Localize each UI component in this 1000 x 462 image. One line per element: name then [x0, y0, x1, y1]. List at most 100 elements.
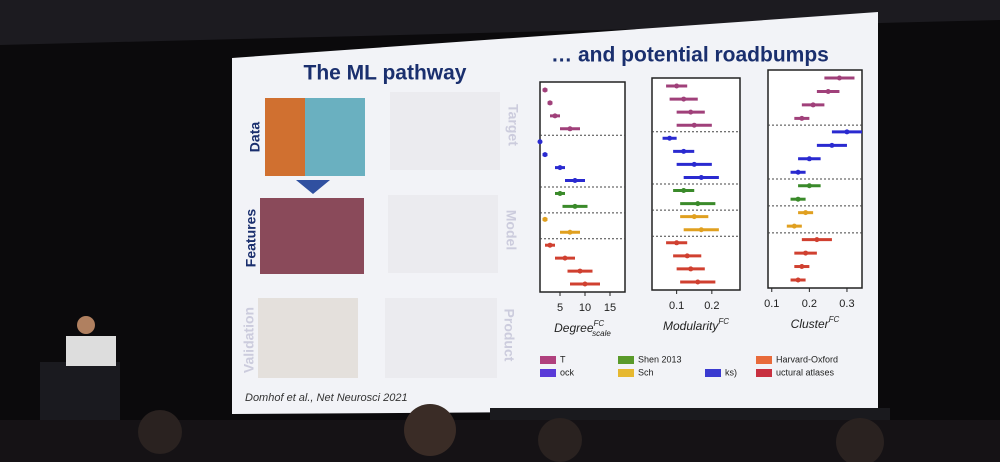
audience-head: [538, 418, 582, 462]
point: [681, 148, 687, 154]
row-label: Data: [247, 122, 263, 153]
point: [795, 277, 801, 283]
point: [542, 87, 548, 93]
point: [567, 126, 573, 132]
x-axis-title: ModularityFC: [663, 317, 729, 333]
point: [542, 216, 548, 222]
point: [695, 279, 701, 285]
point: [806, 183, 812, 189]
point: [542, 152, 548, 158]
x-tick-label: 0.1: [669, 300, 684, 312]
x-tick-label: 0.1: [764, 298, 779, 310]
x-tick-label: 0.2: [704, 300, 719, 312]
faded-image: [385, 298, 497, 378]
point: [572, 203, 578, 209]
speaker: [66, 336, 116, 366]
x-axis-title: ClusterFC: [791, 315, 840, 331]
point: [799, 115, 805, 121]
legend-swatch: [618, 369, 634, 377]
x-tick-label: 0.3: [839, 298, 854, 310]
point: [674, 83, 680, 89]
legend-label: uctural atlases: [776, 367, 835, 377]
axis-title-sup: FC: [718, 317, 729, 326]
legend-label: Sch: [638, 367, 654, 377]
legend-label: ks): [725, 367, 737, 377]
plot-frame: [767, 69, 863, 289]
audience-head: [836, 418, 884, 462]
point: [557, 165, 563, 171]
point: [547, 242, 553, 248]
point: [552, 113, 558, 119]
point: [844, 129, 850, 135]
point: [691, 161, 697, 167]
point: [691, 122, 697, 128]
point: [667, 135, 673, 141]
point: [795, 169, 801, 175]
slide-title: The ML pathway: [304, 62, 467, 85]
legend-swatch: [756, 369, 772, 377]
slide-title: … and potential roadbumps: [551, 44, 829, 67]
point: [557, 190, 563, 196]
validation-image: [258, 298, 358, 378]
legend-label: ock: [560, 367, 575, 377]
x-axis-title: DegreeFC scale: [554, 319, 611, 338]
legend-label: Harvard-Oxford: [776, 354, 838, 364]
col-label: Target: [505, 104, 521, 146]
axis-title-text: Cluster: [791, 317, 830, 331]
point: [803, 210, 809, 216]
audience-head: [138, 410, 182, 454]
point: [567, 229, 573, 235]
point: [791, 223, 797, 229]
point: [684, 253, 690, 259]
ceiling: [0, 0, 1000, 45]
point: [825, 88, 831, 94]
arrow: [296, 180, 330, 194]
legend-swatch: [540, 369, 556, 377]
point: [695, 201, 701, 207]
axis-title-sub: scale: [592, 329, 611, 338]
point: [698, 227, 704, 233]
axis-title-sup: FC: [829, 315, 840, 324]
legend-swatch: [756, 356, 772, 364]
features-image: [260, 198, 364, 274]
point: [814, 237, 820, 243]
axis-title-text: Degree: [554, 321, 594, 335]
legend-swatch: [540, 356, 556, 364]
point: [810, 102, 816, 108]
podium: [40, 362, 120, 422]
point: [674, 240, 680, 246]
point: [829, 142, 835, 148]
point: [691, 214, 697, 220]
point: [836, 75, 842, 81]
point: [681, 188, 687, 194]
axis-title-sup: FC: [594, 319, 605, 328]
x-tick-label: 5: [557, 302, 563, 314]
col-label: Product: [501, 309, 517, 362]
legend-swatch: [618, 356, 634, 364]
point: [803, 250, 809, 256]
point: [688, 109, 694, 115]
speaker: [77, 316, 95, 334]
point: [681, 96, 687, 102]
point: [582, 281, 588, 287]
legend-swatch: [705, 369, 721, 377]
point: [547, 100, 553, 106]
citation: Domhof et al., Net Neurosci 2021: [245, 392, 408, 404]
point: [795, 196, 801, 202]
point: [577, 268, 583, 274]
x-tick-label: 15: [604, 302, 616, 314]
x-tick-label: 0.2: [802, 298, 817, 310]
axis-title-text: Modularity: [663, 319, 719, 333]
point: [806, 156, 812, 162]
row-label: Validation: [241, 307, 257, 373]
audience-head: [404, 404, 456, 456]
legend-label: T: [560, 354, 566, 364]
x-tick-label: 10: [579, 302, 591, 314]
row-label: Features: [243, 209, 259, 268]
col-label: Model: [503, 210, 519, 250]
faded-image: [390, 92, 500, 170]
point: [572, 178, 578, 184]
legend-label: Shen 2013: [638, 354, 682, 364]
point: [688, 266, 694, 272]
brain-image: [265, 98, 305, 176]
